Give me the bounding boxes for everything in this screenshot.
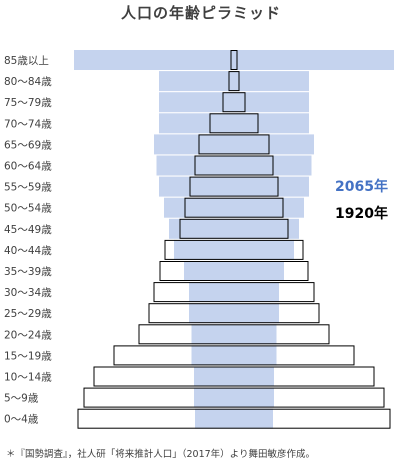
bar-1920	[148, 303, 320, 324]
category-label: 5～9歳	[4, 393, 39, 405]
bar-2065	[159, 71, 309, 92]
bar-2065	[184, 261, 284, 281]
bar-1920	[159, 261, 309, 281]
legend-1920: 1920年	[335, 206, 388, 222]
bar-2065	[156, 155, 312, 176]
bar-2065	[189, 303, 279, 324]
bar-1920	[153, 282, 315, 303]
bar-1920	[189, 176, 279, 197]
bar-1920	[77, 408, 391, 429]
category-label: 60～64歳	[4, 161, 52, 173]
bar-2065	[154, 134, 314, 155]
bar-2065	[159, 92, 309, 113]
bar-1920	[228, 71, 240, 92]
bar-1920	[138, 324, 330, 345]
bar-2065	[191, 324, 277, 345]
legend-2065: 2065年	[335, 179, 388, 195]
bar-2065	[194, 387, 274, 408]
category-label: 75～79歳	[4, 97, 52, 109]
category-label: 20～24歳	[4, 329, 52, 341]
bar-1920	[179, 218, 289, 239]
chart-title: 人口の年齢ピラミッド	[120, 4, 281, 22]
category-label: 65～69歳	[4, 139, 52, 151]
source-note: ＊『国勢調査』，社人研「将来推計人口」（2017年）より舞田敏彦作成。	[6, 449, 315, 460]
bar-2065	[195, 408, 273, 429]
category-label: 40～44歳	[4, 245, 52, 257]
category-label: 55～59歳	[4, 182, 52, 194]
bar-2065	[169, 218, 299, 239]
bar-2065	[159, 113, 309, 134]
bar-1920	[83, 387, 385, 408]
category-label: 0～4歳	[4, 414, 39, 426]
bar-2065	[191, 345, 277, 366]
category-label: 80～84歳	[4, 76, 52, 88]
category-label: 85歳以上	[4, 55, 49, 67]
category-label: 25～29歳	[4, 308, 52, 320]
category-label: 70～74歳	[4, 118, 52, 130]
bar-1920	[194, 155, 274, 176]
bar-2065	[174, 239, 294, 260]
category-label: 30～34歳	[4, 287, 52, 299]
bar-1920	[184, 197, 284, 218]
category-label: 10～14歳	[4, 372, 52, 384]
bar-2065	[164, 197, 304, 218]
bar-2065	[159, 176, 309, 197]
category-label: 45～49歳	[4, 224, 52, 236]
bar-1920	[93, 366, 375, 387]
category-label: 35～39歳	[4, 266, 52, 278]
bar-2065	[194, 366, 274, 387]
bar-1920	[113, 345, 355, 366]
bar-1920	[230, 50, 238, 70]
category-label: 15～19歳	[4, 350, 52, 362]
bar-1920	[164, 239, 304, 260]
bar-2065	[74, 50, 394, 70]
bar-2065	[189, 282, 279, 303]
category-label: 50～54歳	[4, 203, 52, 215]
bar-1920	[198, 134, 270, 155]
bar-1920	[222, 92, 246, 113]
bar-1920	[209, 113, 259, 134]
